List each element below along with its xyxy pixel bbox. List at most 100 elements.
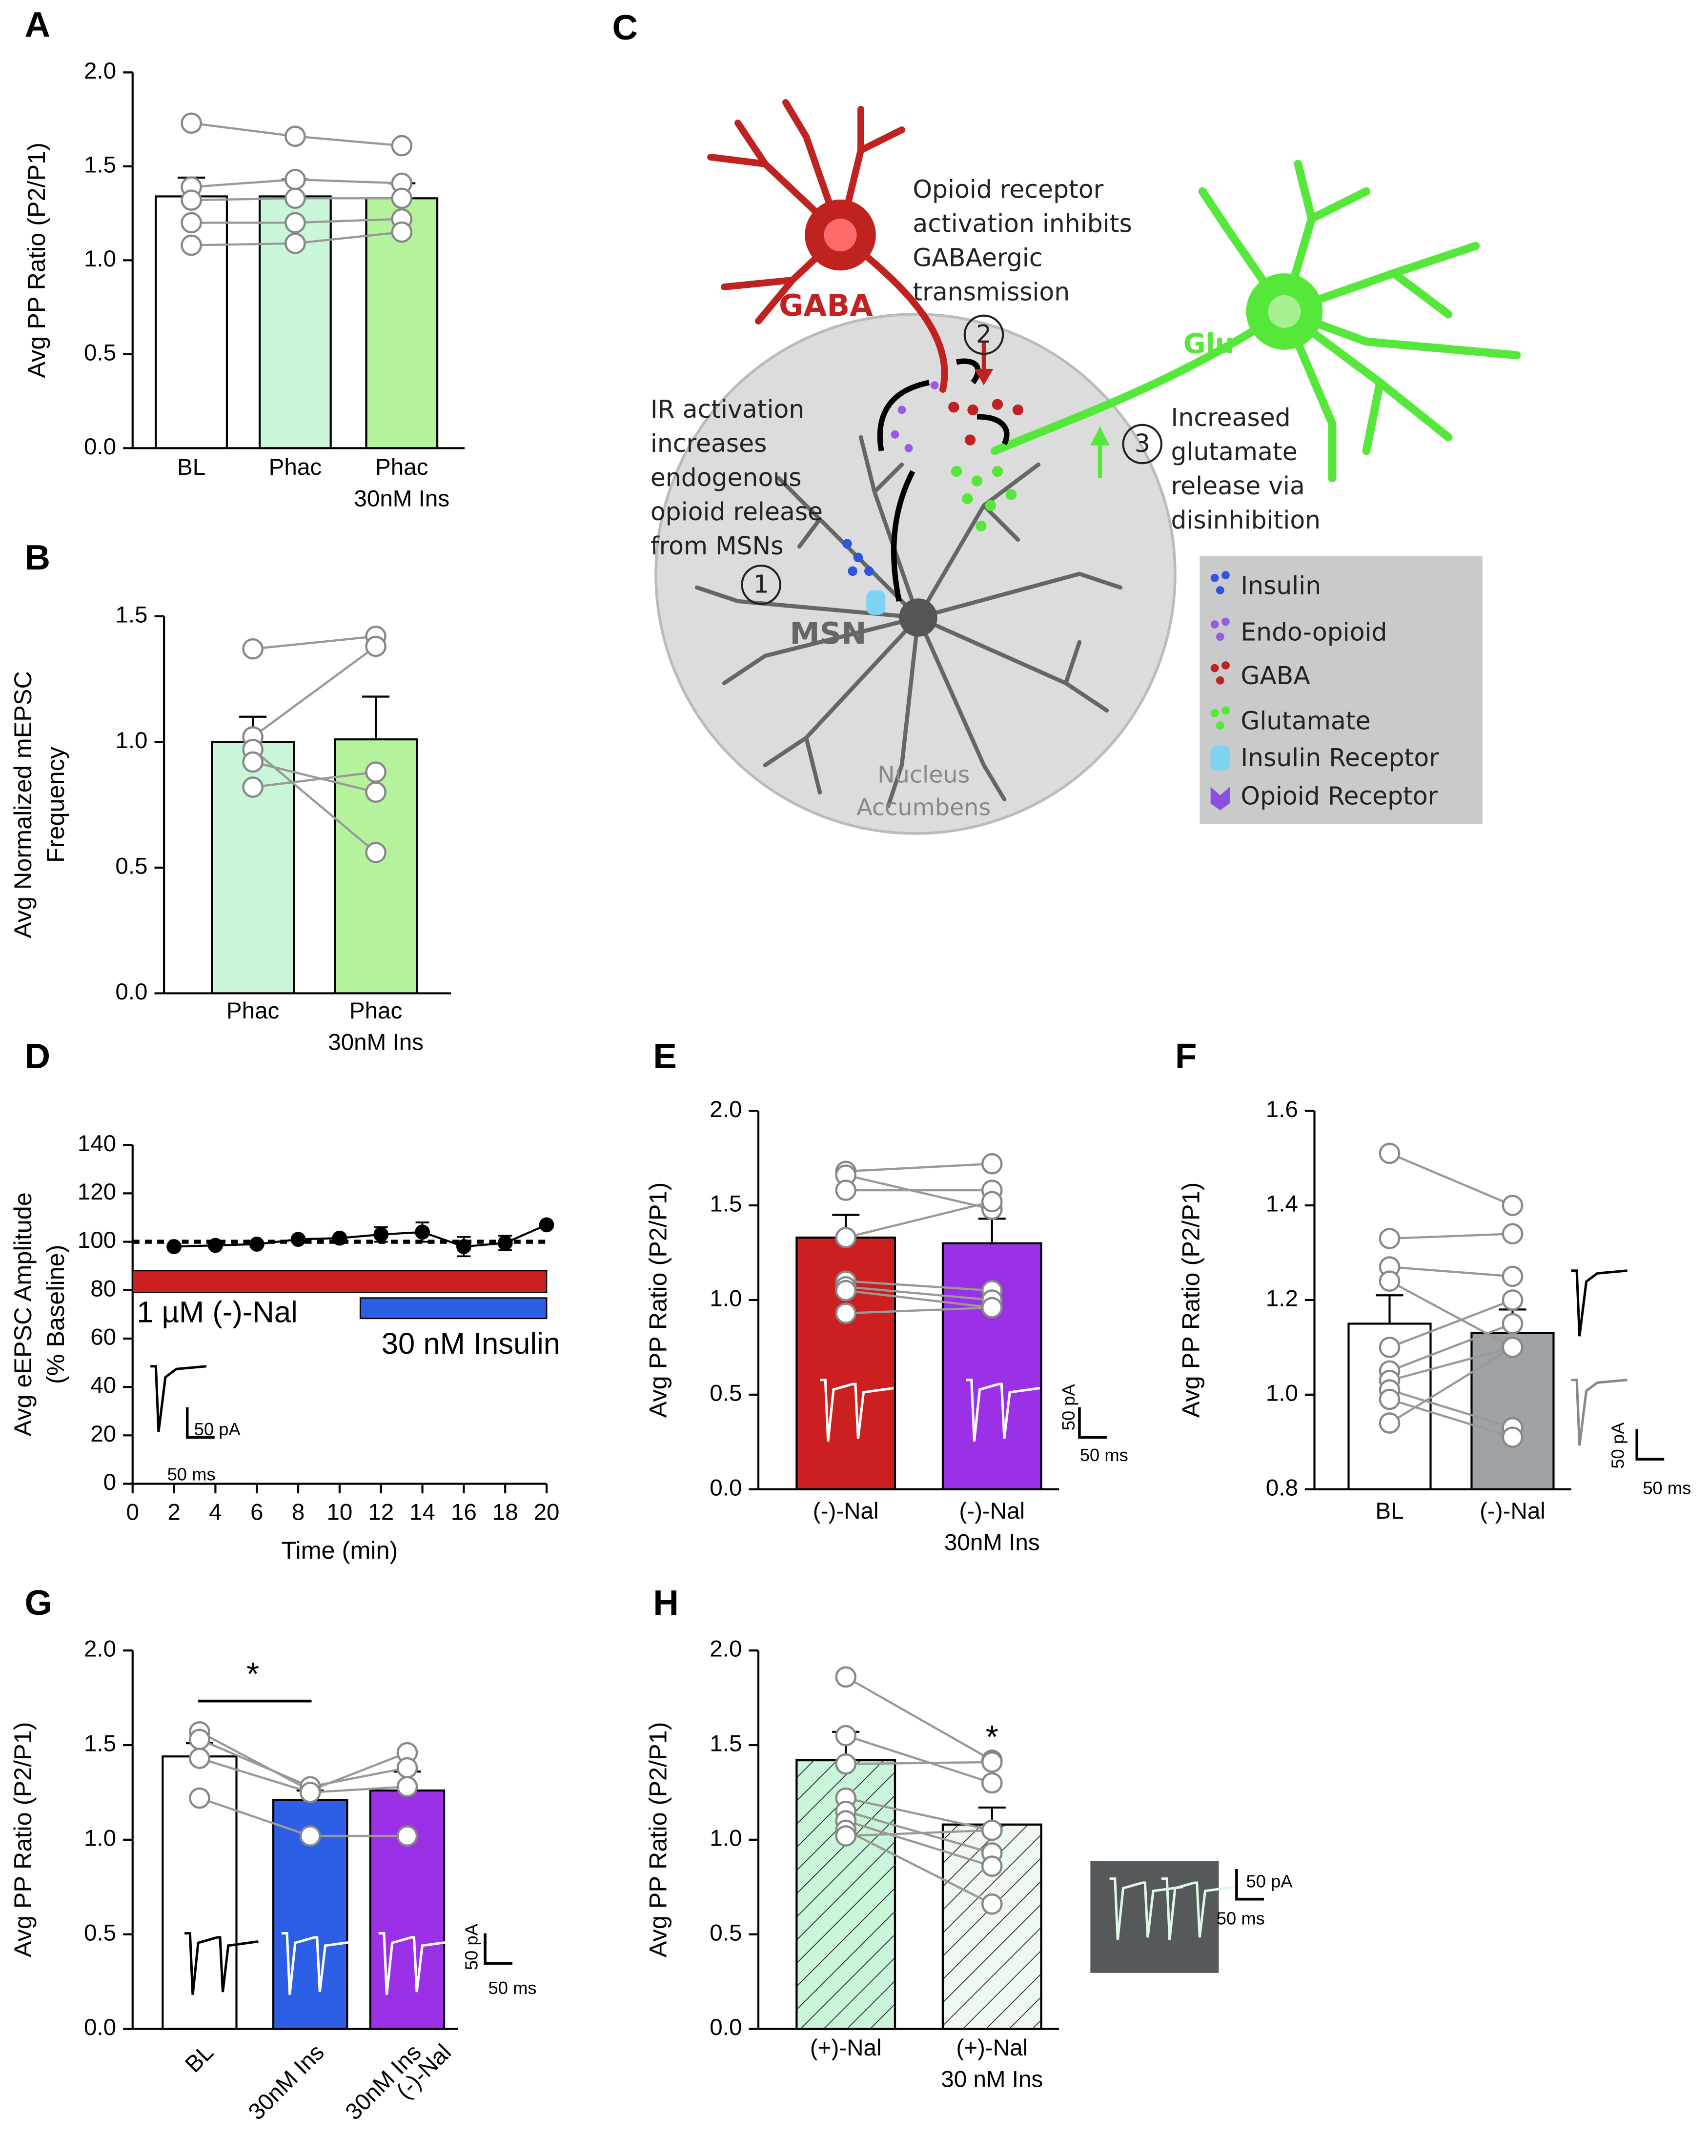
y-tick-label: 0 (103, 1469, 116, 1495)
scale-label: 50 pA (461, 1923, 481, 1970)
arrow-head (1090, 426, 1110, 446)
subject-point (299, 1782, 321, 1803)
subject-point (1502, 1289, 1524, 1311)
panel: F Avg PP Ratio (P2/P1) 0.8 1.0 1.2 1.4 1.6 BL (-… (1175, 1037, 1691, 1524)
subject-point (981, 1751, 1003, 1773)
trace (1571, 1269, 1627, 1337)
step-text: transmission (913, 277, 1070, 306)
step-text: opioid release (651, 497, 823, 526)
step-text: endogenous (651, 463, 802, 492)
panel-letter: E (653, 1037, 677, 1076)
y-axis-label: Avg PP Ratio (P2/P1) (22, 142, 50, 378)
subject-point (1379, 1412, 1401, 1434)
subject-point (365, 635, 386, 657)
subject-point (1502, 1337, 1524, 1358)
scale-label: 50 ms (167, 1464, 216, 1484)
x-tick-label: 30nM Ins (328, 1030, 424, 1056)
subject-point (242, 776, 264, 798)
x-tick-label: Phac (226, 998, 279, 1024)
subject-point (285, 187, 306, 209)
subject-line (845, 1829, 993, 1905)
y-tick-label: 40 (90, 1373, 116, 1399)
period-label: 1 µM (-)-Nal (137, 1296, 298, 1329)
step-text: release via (1171, 471, 1305, 500)
subject-point (981, 1191, 1003, 1213)
region-circle (654, 313, 1177, 835)
subject-line (845, 1676, 993, 1761)
subject-point (391, 221, 413, 243)
panel: E Avg PP Ratio (P2/P1) 0.0 0.5 1.0 1.5 2.0 (-)-… (644, 1037, 1128, 1555)
y-tick-label: 2.0 (84, 58, 116, 84)
y-tick-label: 80 (90, 1276, 116, 1302)
trace (1161, 1877, 1236, 1940)
y-tick-label: 0.0 (84, 2014, 116, 2040)
subject-point (835, 1825, 857, 1847)
point (166, 1239, 182, 1254)
panel-letter: C (612, 8, 638, 47)
period-bar (359, 1297, 548, 1320)
subject-point (299, 1825, 321, 1847)
msn-neuron (694, 435, 1123, 809)
subject-point (365, 761, 386, 783)
subject-point (285, 168, 306, 190)
subject-point (835, 1753, 857, 1775)
scale-label: 50 pA (1607, 1422, 1627, 1469)
subject-point (396, 1757, 418, 1779)
arrow-head (974, 368, 994, 386)
y-tick-label: 0.5 (84, 340, 116, 366)
x-tick-label: 8 (292, 1500, 305, 1525)
subject-point (285, 125, 306, 147)
x-tick-label: BL (1375, 1498, 1403, 1524)
subject-point (365, 781, 386, 803)
scale-label: 50 ms (488, 1978, 537, 1998)
x-tick-label: 14 (409, 1500, 435, 1525)
step-text: Increased (1171, 403, 1291, 432)
subject-line (845, 1819, 993, 1868)
x-tick-label: 20 (534, 1500, 560, 1525)
subject-point (835, 1666, 857, 1688)
diagram: C GABA Glu MSN Nucleus Accumbens 1 2 3 (612, 8, 1521, 835)
x-tick-label: (-)-Nal (813, 1498, 879, 1524)
y-axis-label: Avg eEPSC Amplitude (9, 1192, 37, 1436)
subject-line (846, 1162, 992, 1173)
step-circles (741, 314, 1163, 605)
trace (378, 1932, 453, 1995)
x-tick-label: 30nM Ins (354, 486, 449, 511)
x-tick-label: 30nM Ins (244, 2039, 329, 2125)
point (539, 1217, 554, 1233)
trace (966, 1379, 1040, 1442)
x-tick-label: Phac (269, 454, 322, 480)
y-tick-label: 0.0 (710, 1475, 742, 1501)
panel-letter: F (1175, 1037, 1197, 1076)
subject-line (252, 771, 376, 789)
y-tick-label: 1.5 (710, 1191, 742, 1217)
subject-point (396, 1825, 418, 1847)
y-tick-label: 20 (90, 1421, 116, 1447)
point (497, 1235, 513, 1251)
y-tick-label: 1.0 (1266, 1380, 1298, 1406)
subject-point (181, 112, 202, 134)
subject-point (1502, 1313, 1524, 1335)
x-tick-label: 2 (167, 1500, 180, 1525)
scale-label: 50 pA (1058, 1383, 1078, 1430)
y-tick-label: 1.5 (84, 152, 116, 178)
x-tick-label: 18 (492, 1500, 518, 1525)
subject-line (1389, 1233, 1513, 1240)
subject-point (1502, 1195, 1524, 1216)
point (415, 1224, 430, 1240)
panel: G Avg PP Ratio (P2/P1) 0.0 0.5 1.0 1.5 2.0 BL 30… (9, 1583, 537, 2125)
y-tick-label: 1.5 (84, 1731, 116, 1757)
subject-line (1389, 1299, 1513, 1348)
scale-bar (1635, 1429, 1665, 1461)
scale-bar (1235, 1869, 1264, 1901)
step-text: IR activation (651, 395, 804, 424)
msn-label: MSN (790, 616, 866, 651)
subject-line (1389, 1389, 1513, 1429)
subject-point (181, 234, 202, 256)
panel-letter: H (653, 1583, 679, 1623)
dots (842, 381, 1024, 615)
y-tick-label: 1.0 (710, 1825, 742, 1851)
x-tick-label: 16 (451, 1500, 477, 1525)
